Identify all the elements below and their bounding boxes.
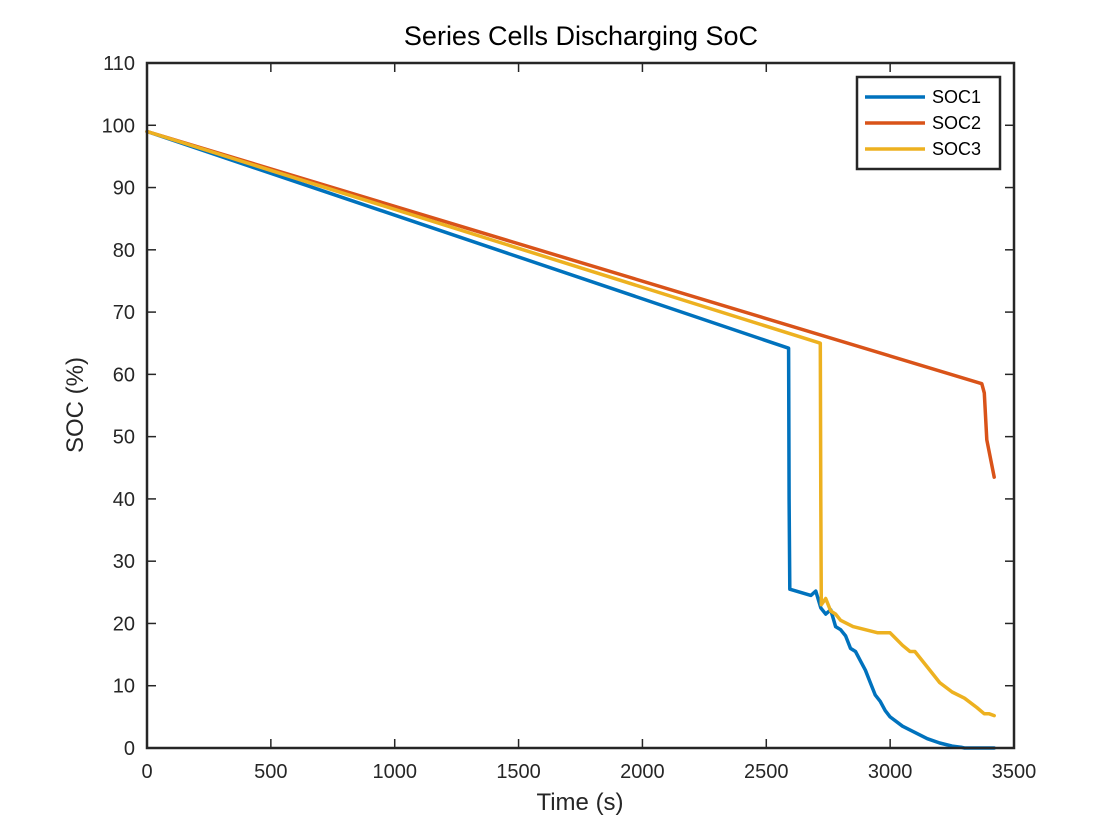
y-tick-label: 0 <box>124 738 135 760</box>
x-tick-label: 1000 <box>372 761 417 783</box>
y-tick-label: 10 <box>113 676 135 698</box>
series-lines <box>145 129 996 750</box>
y-axis-label: SOC (%) <box>62 357 89 453</box>
y-tick-label: 80 <box>113 240 135 262</box>
series-line-soc2 <box>145 129 996 479</box>
legend-label: SOC1 <box>932 87 981 107</box>
series-line-soc1 <box>145 129 996 750</box>
chart-title: Series Cells Discharging SoC <box>404 21 758 51</box>
y-tick-label: 110 <box>103 53 135 75</box>
x-tick-label: 2000 <box>620 761 665 783</box>
y-tick-label: 90 <box>113 178 135 200</box>
y-tick-label: 20 <box>113 613 135 635</box>
x-tick-label: 500 <box>254 761 287 783</box>
x-tick-label: 3000 <box>868 761 913 783</box>
plot-area <box>145 61 1016 750</box>
y-tick-label: 60 <box>113 364 135 386</box>
series-line-soc3 <box>145 129 996 718</box>
x-axis: 0 500 1000 1500 2000 2500 3000 3500 <box>141 63 1036 783</box>
x-axis-label: Time (s) <box>536 789 623 816</box>
y-tick-label: 100 <box>102 115 135 137</box>
y-tick-label: 70 <box>113 302 135 324</box>
legend: SOC1 SOC2 SOC3 <box>855 75 1002 171</box>
x-tick-label: 3500 <box>992 761 1037 783</box>
y-tick-label: 40 <box>113 489 135 511</box>
legend-box <box>855 75 1002 171</box>
plot-border <box>145 61 1016 750</box>
x-tick-label: 0 <box>141 761 152 783</box>
y-tick-label: 30 <box>113 551 135 573</box>
y-tick-label: 50 <box>113 427 135 449</box>
x-tick-label: 1500 <box>496 761 541 783</box>
legend-label: SOC3 <box>932 139 981 159</box>
x-tick-label: 2500 <box>744 761 789 783</box>
y-axis: 0 10 20 30 40 50 60 70 80 90 100 110 <box>102 53 1014 760</box>
legend-label: SOC2 <box>932 113 981 133</box>
